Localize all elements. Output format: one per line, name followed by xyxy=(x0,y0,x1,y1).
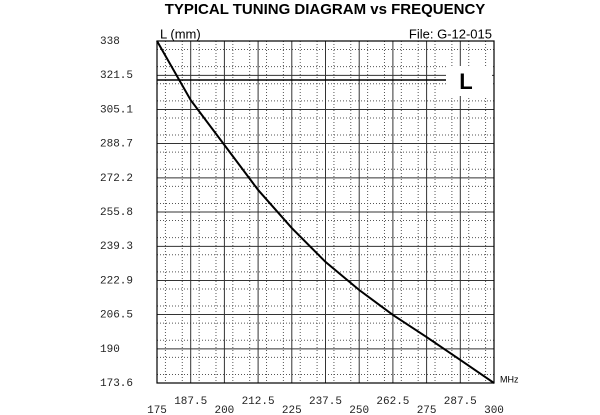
x-tick-label: 275 xyxy=(417,405,437,415)
x-tick-label: 250 xyxy=(349,405,369,415)
y-tick-label: 288.7 xyxy=(100,138,133,150)
file-label: File: G-12-015 xyxy=(409,26,492,41)
annotation-box xyxy=(446,66,492,96)
y-tick-label: 222.9 xyxy=(100,275,133,287)
y-tick-label: 255.8 xyxy=(100,207,133,219)
x-tick-label: 225 xyxy=(282,405,302,415)
x-tick-label: 212.5 xyxy=(242,396,275,408)
y-tick-label: 190 xyxy=(100,344,120,356)
x-tick-label: 300 xyxy=(484,405,504,415)
chart-title: TYPICAL TUNING DIAGRAM vs FREQUENCY xyxy=(165,1,486,18)
y-tick-label: 239.3 xyxy=(100,241,133,253)
x-tick-label: 262.5 xyxy=(376,396,409,408)
y-tick-label: 321.5 xyxy=(100,70,133,82)
x-tick-label: 200 xyxy=(214,405,234,415)
x-tick-label: 175 xyxy=(147,405,167,415)
x-tick-label: 287.5 xyxy=(444,396,477,408)
x-axis-label: MHz xyxy=(500,374,519,384)
y-tick-label: 173.6 xyxy=(100,378,133,390)
plot-frame xyxy=(156,40,495,384)
y-tick-label: 206.5 xyxy=(100,309,133,321)
curve xyxy=(156,40,495,384)
y-axis-label: L (mm) xyxy=(160,26,201,41)
y-tick-label: 305.1 xyxy=(100,104,133,116)
annotation: L xyxy=(459,69,472,94)
y-tick-label: 338 xyxy=(100,36,120,48)
x-tick-label: 237.5 xyxy=(309,396,342,408)
y-tick-label: 272.2 xyxy=(100,173,133,185)
x-tick-label: 187.5 xyxy=(174,396,207,408)
